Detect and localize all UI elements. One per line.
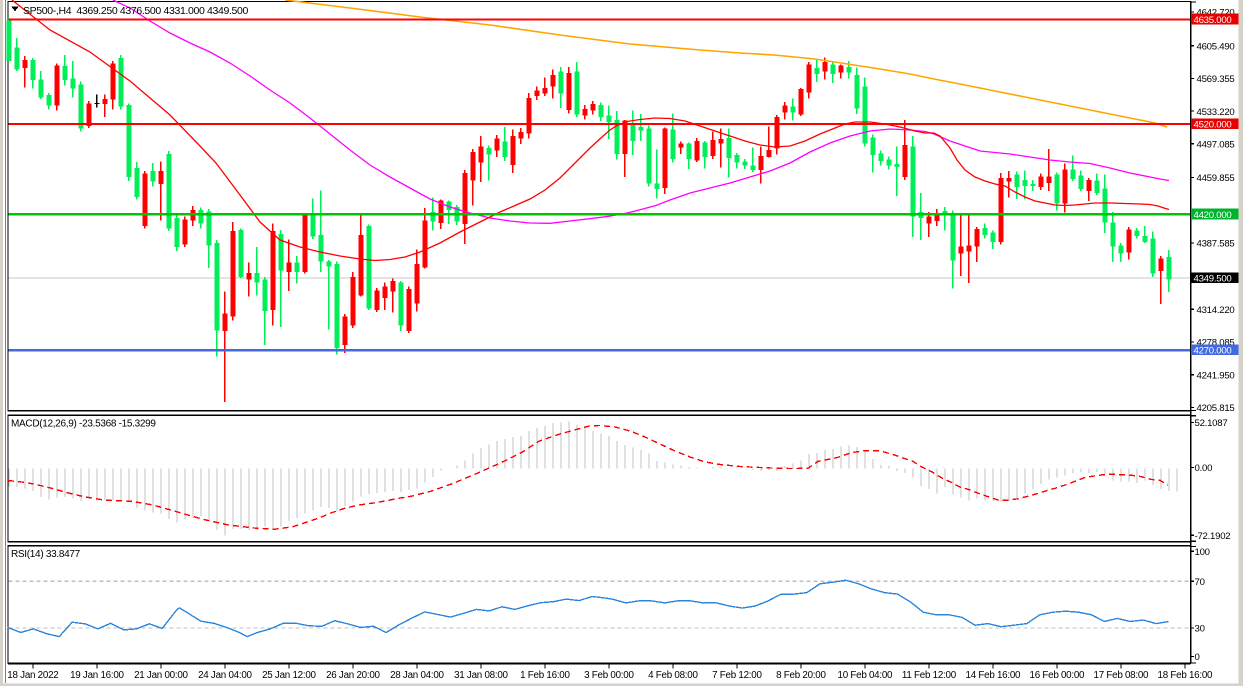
svg-text:4 Feb 08:00: 4 Feb 08:00 <box>648 670 698 681</box>
svg-text:100: 100 <box>1195 547 1210 558</box>
svg-text:4278.085: 4278.085 <box>1197 338 1235 349</box>
svg-text:4569.355: 4569.355 <box>1197 74 1235 85</box>
svg-text:MACD(12,26,9) -23.5368 -15.329: MACD(12,26,9) -23.5368 -15.3299 <box>11 419 156 430</box>
svg-text:24 Jan 04:00: 24 Jan 04:00 <box>198 670 252 681</box>
svg-text:4270.000: 4270.000 <box>1194 346 1232 357</box>
svg-text:4314.220: 4314.220 <box>1197 305 1235 316</box>
svg-text:SP500-,H4 4369.250 4376.500 4: SP500-,H4 4369.250 4376.500 4331.000 434… <box>23 5 249 17</box>
svg-text:4349.500: 4349.500 <box>1194 273 1232 284</box>
svg-text:52.1087: 52.1087 <box>1195 418 1228 429</box>
svg-text:8 Feb 20:00: 8 Feb 20:00 <box>776 670 826 681</box>
svg-text:4520.000: 4520.000 <box>1194 120 1232 131</box>
svg-text:30: 30 <box>1195 624 1205 635</box>
svg-text:0: 0 <box>1195 652 1200 663</box>
svg-text:10 Feb 04:00: 10 Feb 04:00 <box>838 670 894 681</box>
svg-text:7 Feb 12:00: 7 Feb 12:00 <box>712 670 762 681</box>
svg-text:18 Feb 16:00: 18 Feb 16:00 <box>1158 670 1214 681</box>
svg-text:0.00: 0.00 <box>1195 463 1213 474</box>
svg-text:4459.855: 4459.855 <box>1197 173 1235 184</box>
svg-text:4387.585: 4387.585 <box>1197 239 1235 250</box>
svg-text:31 Jan 08:00: 31 Jan 08:00 <box>454 670 508 681</box>
svg-text:3 Feb 00:00: 3 Feb 00:00 <box>584 670 634 681</box>
svg-text:4497.085: 4497.085 <box>1197 140 1235 151</box>
svg-text:26 Jan 20:00: 26 Jan 20:00 <box>326 670 380 681</box>
svg-text:4642.720: 4642.720 <box>1197 8 1235 19</box>
svg-text:28 Jan 04:00: 28 Jan 04:00 <box>390 670 444 681</box>
svg-text:70: 70 <box>1195 577 1205 588</box>
svg-text:1 Feb 16:00: 1 Feb 16:00 <box>520 670 570 681</box>
svg-text:14 Feb 16:00: 14 Feb 16:00 <box>966 670 1022 681</box>
svg-text:4635.000: 4635.000 <box>1194 15 1232 26</box>
svg-text:19 Jan 16:00: 19 Jan 16:00 <box>70 670 124 681</box>
svg-text:21 Jan 00:00: 21 Jan 00:00 <box>134 670 188 681</box>
svg-text:4205.815: 4205.815 <box>1197 403 1235 414</box>
svg-text:17 Feb 08:00: 17 Feb 08:00 <box>1094 670 1150 681</box>
svg-text:-72.1902: -72.1902 <box>1195 531 1231 542</box>
svg-text:25 Jan 12:00: 25 Jan 12:00 <box>262 670 316 681</box>
svg-text:4241.950: 4241.950 <box>1197 370 1235 381</box>
svg-text:16 Feb 00:00: 16 Feb 00:00 <box>1030 670 1086 681</box>
svg-text:18 Jan 2022: 18 Jan 2022 <box>7 670 58 681</box>
svg-text:4605.490: 4605.490 <box>1197 41 1235 52</box>
svg-text:11 Feb 12:00: 11 Feb 12:00 <box>902 670 957 681</box>
svg-text:4420.000: 4420.000 <box>1194 210 1232 221</box>
svg-text:RSI(14) 33.8477: RSI(14) 33.8477 <box>11 549 81 560</box>
svg-text:4533.220: 4533.220 <box>1197 107 1235 118</box>
